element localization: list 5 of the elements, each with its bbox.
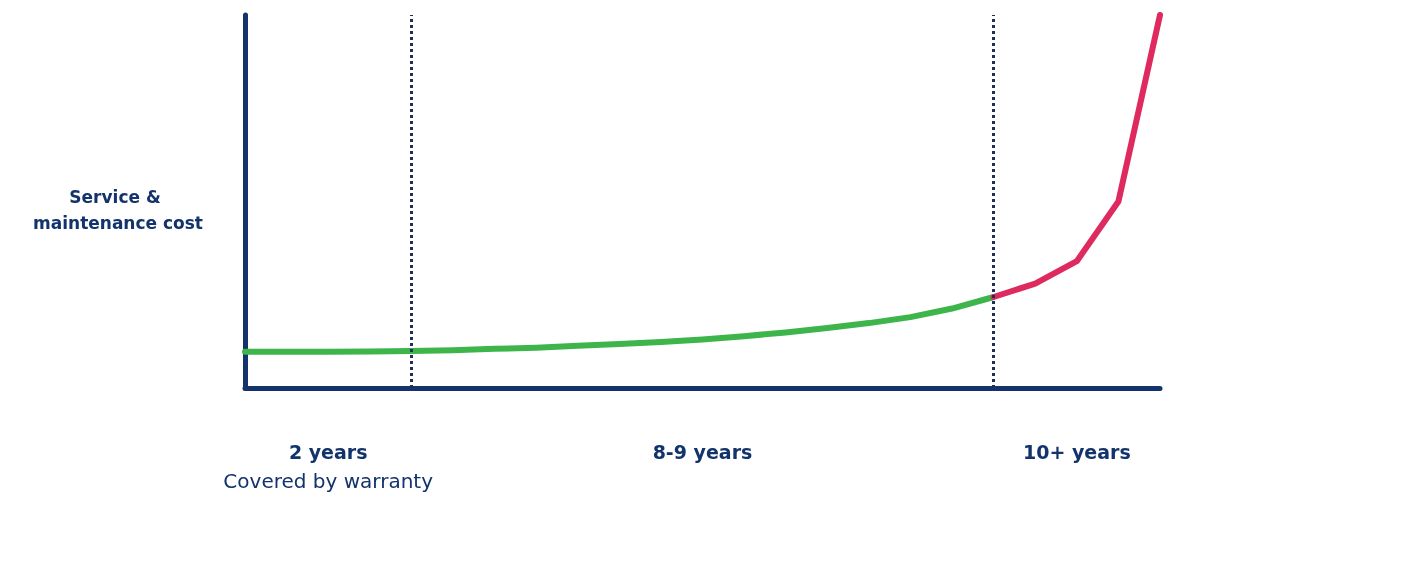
text: 8-9 years (652, 441, 753, 463)
text: 10+ years (1022, 441, 1131, 463)
y-axis-title: Service & maintenance cost (33, 187, 203, 233)
text: Covered by warranty (223, 469, 434, 493)
text: 2 years (288, 441, 368, 463)
